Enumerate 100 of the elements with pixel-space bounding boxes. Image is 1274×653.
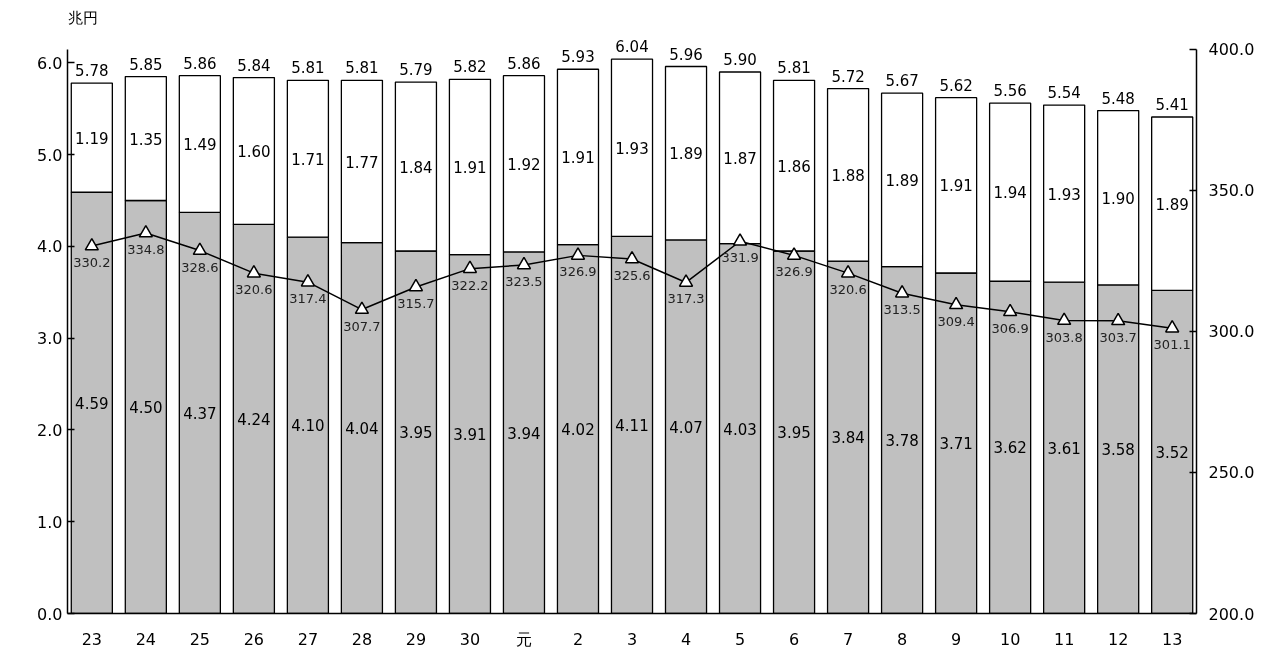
data-label: 3.84 <box>831 429 865 448</box>
total-label: 5.81 <box>345 59 379 78</box>
point <box>624 250 640 264</box>
total-label: 5.82 <box>453 58 487 77</box>
x-tick-label: 29 <box>405 629 427 649</box>
x-tick-label: 9 <box>951 629 962 649</box>
data-label: 313.5 <box>883 302 921 318</box>
y-tick-label: 0.0 <box>37 604 63 624</box>
y2-tick-label: 300.0 <box>1208 322 1255 342</box>
y-tick-label: 5.0 <box>37 145 63 165</box>
data-label: 303.8 <box>1045 329 1083 345</box>
x-tick-label: 5 <box>734 629 746 649</box>
data-label: 1.89 <box>885 171 919 190</box>
data-label: 4.24 <box>237 410 271 429</box>
point <box>1110 312 1126 326</box>
data-label: 1.92 <box>507 155 541 174</box>
x-tick-label: 25 <box>189 629 211 649</box>
data-label: 4.11 <box>615 416 649 435</box>
point <box>678 274 694 287</box>
data-label: 3.94 <box>507 424 541 443</box>
data-label: 1.90 <box>1101 189 1135 208</box>
data-label: 4.37 <box>183 404 217 423</box>
data-label: 323.5 <box>505 273 543 289</box>
point <box>948 296 964 310</box>
total-label: 5.62 <box>939 76 973 95</box>
data-label: 1.87 <box>723 149 757 168</box>
total-label: 5.79 <box>399 61 433 80</box>
data-label: 309.4 <box>937 313 975 329</box>
point <box>192 242 208 256</box>
data-label: 330.2 <box>73 255 111 271</box>
x-tick-label: 11 <box>1053 629 1075 649</box>
data-label: 1.84 <box>399 158 433 177</box>
data-label: 3.52 <box>1155 443 1189 462</box>
x-tick-label: 26 <box>243 629 265 649</box>
total-label: 5.96 <box>669 45 703 64</box>
data-label: 1.60 <box>237 142 271 161</box>
x-tick-label: 6 <box>788 629 800 649</box>
point <box>408 278 424 292</box>
data-label: 1.93 <box>1047 185 1081 204</box>
x-tick-label: 12 <box>1107 629 1129 649</box>
y-tick-label: 2.0 <box>37 420 63 440</box>
x-tick-label: 23 <box>81 629 102 649</box>
point <box>354 301 370 315</box>
data-label: 3.62 <box>993 439 1027 458</box>
point <box>1056 312 1072 326</box>
total-label: 5.78 <box>75 62 109 81</box>
data-label: 320.6 <box>235 282 273 298</box>
data-label: 1.86 <box>777 157 811 176</box>
point <box>786 247 802 260</box>
data-label: 3.91 <box>453 426 487 445</box>
y-axis-title: 兆円 <box>67 8 98 27</box>
data-label: 3.78 <box>885 432 919 451</box>
data-label: 4.10 <box>291 417 325 436</box>
data-label: 1.93 <box>615 139 649 158</box>
data-label: 4.59 <box>75 394 109 413</box>
point <box>138 224 154 238</box>
data-label: 328.6 <box>181 259 219 275</box>
point <box>894 284 910 298</box>
data-label: 3.95 <box>399 424 433 443</box>
y2-tick-label: 200.0 <box>1208 604 1255 624</box>
point <box>570 247 586 260</box>
point <box>732 233 748 246</box>
data-label: 317.3 <box>667 291 705 307</box>
total-label: 5.86 <box>507 54 541 73</box>
y2-tick-label: 350.0 <box>1208 181 1255 201</box>
data-label: 1.19 <box>75 129 109 148</box>
data-label: 4.07 <box>669 418 703 437</box>
y2-tick-label: 250.0 <box>1208 463 1255 483</box>
point <box>246 264 262 278</box>
data-label: 303.7 <box>1099 329 1137 345</box>
data-label: 4.02 <box>561 421 595 440</box>
data-label: 3.95 <box>777 424 811 443</box>
data-label: 3.61 <box>1047 439 1081 458</box>
total-label: 5.84 <box>237 56 271 75</box>
data-label: 334.8 <box>127 242 165 258</box>
total-label: 5.86 <box>183 54 217 73</box>
total-label: 5.56 <box>993 82 1027 101</box>
total-label: 5.41 <box>1155 95 1189 114</box>
data-label: 1.35 <box>129 130 163 149</box>
total-label: 5.81 <box>777 59 811 78</box>
x-tick-label: 13 <box>1162 629 1183 649</box>
x-tick-label: 28 <box>351 629 373 649</box>
x-tick-label: 27 <box>297 629 319 649</box>
point <box>300 273 316 287</box>
point <box>840 264 856 278</box>
total-label: 5.85 <box>129 55 163 74</box>
total-label: 5.48 <box>1101 89 1135 108</box>
x-tick-label: 元 <box>515 629 532 649</box>
total-label: 5.67 <box>885 72 919 91</box>
data-label: 326.9 <box>775 264 813 280</box>
data-label: 301.1 <box>1153 337 1191 353</box>
data-label: 3.58 <box>1101 441 1135 460</box>
point <box>1164 319 1180 333</box>
x-tick-label: 10 <box>999 629 1021 649</box>
data-label: 307.7 <box>343 318 381 334</box>
x-tick-label: 2 <box>572 629 584 649</box>
data-label: 1.91 <box>561 148 595 167</box>
total-label: 5.72 <box>831 67 865 86</box>
data-label: 4.50 <box>129 399 163 417</box>
data-label: 1.94 <box>993 184 1027 203</box>
